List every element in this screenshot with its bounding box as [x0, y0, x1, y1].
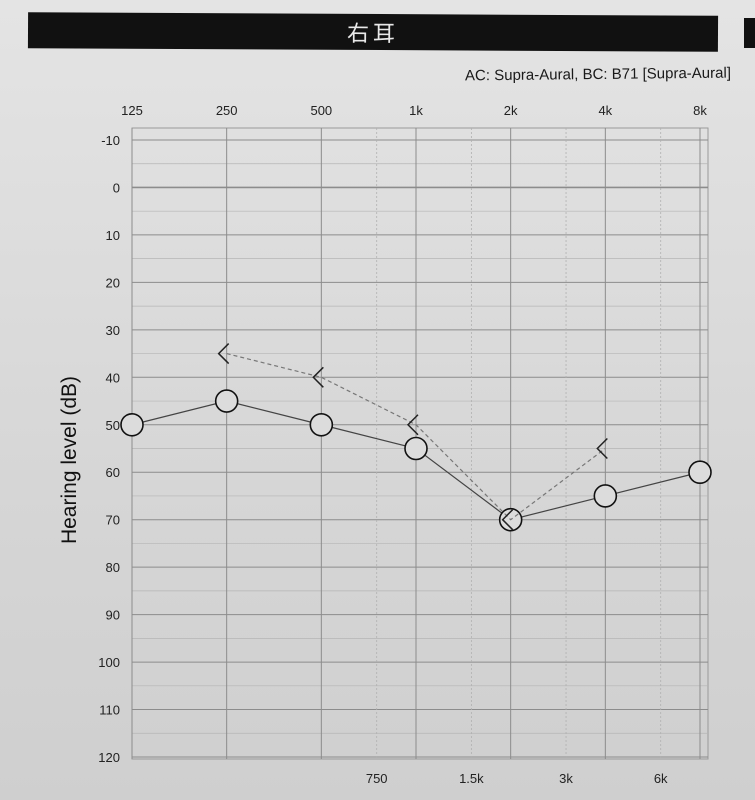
x-tick-bottom-label: 750	[366, 771, 388, 786]
x-tick-top-label: 500	[310, 103, 332, 118]
x-tick-top-label: 2k	[504, 103, 518, 118]
x-tick-bottom-label: 6k	[654, 771, 668, 786]
bc-bracket-marker	[217, 343, 230, 365]
y-tick-label: 50	[106, 418, 120, 433]
ac-circle-marker	[214, 389, 239, 413]
y-tick-label: 70	[106, 513, 120, 528]
x-tick-top-label: 4k	[598, 103, 612, 118]
y-tick-label: 0	[113, 180, 120, 195]
x-tick-top-label: 125	[121, 103, 143, 118]
y-tick-label: 10	[106, 228, 120, 243]
y-tick-label: 40	[106, 370, 120, 385]
ac-circle-marker	[593, 484, 618, 508]
bc-series-line	[226, 352, 606, 521]
corner-mark	[744, 18, 755, 48]
y-tick-label: 120	[98, 750, 120, 765]
y-tick-label: 20	[106, 275, 120, 290]
x-tick-bottom-label: 1.5k	[459, 771, 484, 786]
y-tick-label: 110	[99, 703, 120, 718]
y-tick-label: 30	[106, 323, 120, 338]
y-tick-label: -10	[101, 133, 120, 148]
series-layer	[120, 343, 712, 532]
bc-bracket-marker	[501, 509, 514, 531]
bc-bracket-marker	[312, 366, 324, 388]
y-tick-label: 100	[98, 655, 120, 670]
y-tick-label: 80	[106, 560, 120, 575]
ac-circle-marker	[309, 412, 334, 437]
ac-circle-marker	[688, 460, 712, 485]
ac-circle-marker	[404, 436, 428, 461]
x-tick-top-label: 8k	[693, 103, 707, 118]
x-tick-bottom-label: 3k	[559, 771, 573, 786]
tick-layer: 125 250 500 1k 2k 4k 8k 750 1.5k 3k 6k -10 0 10 20 30 40…	[98, 103, 707, 786]
ac-circle-marker	[120, 412, 144, 437]
x-tick-top-label: 1k	[409, 103, 423, 118]
y-tick-label: 60	[106, 465, 120, 480]
x-tick-top-label: 250	[216, 103, 238, 118]
bc-bracket-marker	[596, 437, 608, 460]
y-tick-label: 90	[106, 608, 120, 623]
bc-bracket-marker	[406, 414, 419, 436]
